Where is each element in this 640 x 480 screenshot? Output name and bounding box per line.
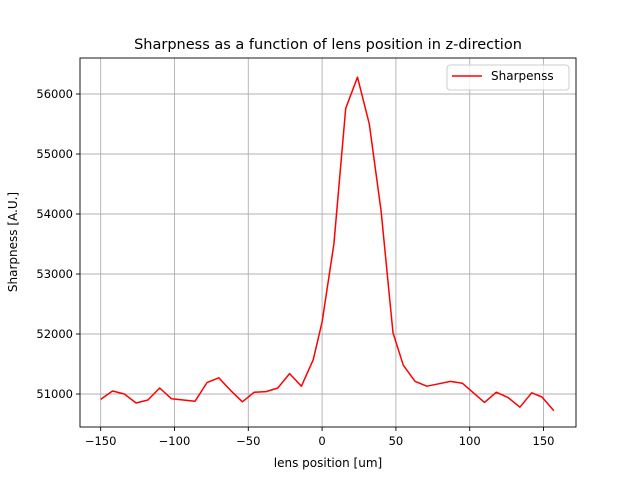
chart-title: Sharpness as a function of lens position… [134, 37, 522, 53]
y-axis-label: Sharpness [A.U.] [6, 192, 20, 292]
series-layer [100, 76, 555, 412]
x-tick-label: −50 [236, 434, 260, 448]
x-tick-label: 150 [533, 434, 555, 448]
y-tick-label: 53000 [36, 267, 73, 281]
x-tick-label: 0 [318, 434, 325, 448]
y-tick-label: 52000 [36, 327, 73, 341]
series-line-0 [100, 76, 555, 412]
axis-ticks: −150 −100 −50 0 50 100 150 51000 52000 53000 54000… [36, 87, 554, 448]
x-tick-label: 100 [459, 434, 481, 448]
x-tick-label: 50 [389, 434, 404, 448]
y-tick-label: 56000 [36, 87, 73, 101]
y-tick-label: 54000 [36, 207, 73, 221]
x-axis-label: lens position [um] [274, 456, 382, 470]
x-tick-label: −150 [85, 434, 117, 448]
y-tick-label: 51000 [36, 387, 73, 401]
legend-box [446, 64, 570, 91]
grid [80, 58, 576, 427]
x-tick-label: −100 [159, 434, 191, 448]
plot-area-frame [79, 57, 577, 428]
y-tick-label: 55000 [36, 147, 73, 161]
legend-label: Sharpenss [491, 69, 554, 83]
legend: Sharpenss [446, 64, 570, 91]
